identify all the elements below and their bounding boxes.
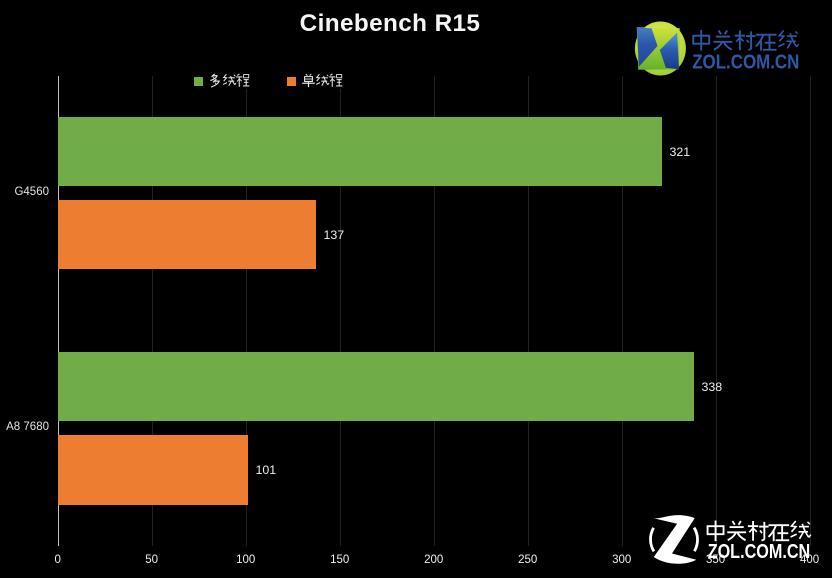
svg-text:ZOL.COM.CN: ZOL.COM.CN <box>708 541 811 563</box>
svg-text:ZOL.COM.CN: ZOL.COM.CN <box>692 50 799 73</box>
